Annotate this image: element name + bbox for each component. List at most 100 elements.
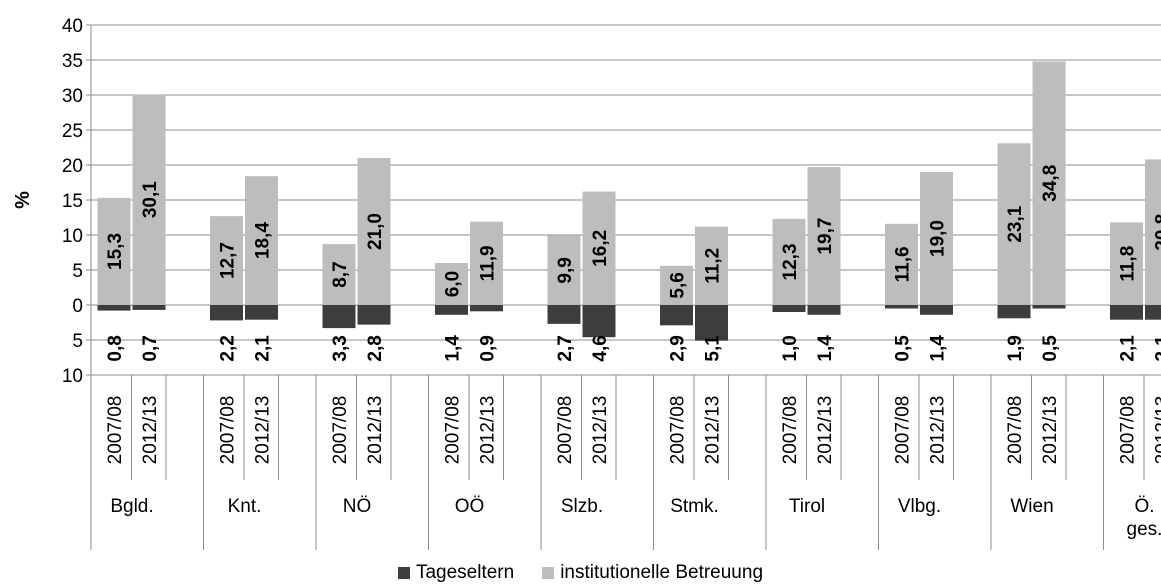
data-label-tageseltern: 4,6 [590,335,611,361]
bars [98,61,1161,340]
x-period-label: 2007/08 [893,396,914,465]
data-label-institutionelle-betreuung: 20,8 [1153,214,1161,251]
legend-swatch-institutionelle-betreuung [542,567,554,579]
x-period-label: 2012/13 [1153,396,1161,465]
bar-tageseltern [1033,305,1066,309]
data-label-tageseltern: 0,8 [105,335,126,361]
bar-tageseltern [920,305,953,315]
data-label-tageseltern: 2,1 [1118,335,1139,362]
x-period-label: 2012/13 [1040,396,1061,465]
data-label-tageseltern: 2,7 [555,335,576,361]
x-period-label: 2012/13 [253,396,274,465]
x-category-label: Slzb. [561,496,603,517]
data-label-institutionelle-betreuung: 11,8 [1118,246,1139,282]
x-period-label: 2012/13 [590,396,611,465]
bar-tageseltern [660,305,693,325]
y-tick-label: 30 [62,86,83,107]
data-label-institutionelle-betreuung: 11,2 [703,248,724,284]
y-tick-label: 25 [62,121,83,142]
x-period-label: 2007/08 [330,396,351,465]
legend-item-tageseltern: Tageseltern [398,562,514,584]
data-label-institutionelle-betreuung: 6,0 [443,271,464,297]
data-label-institutionelle-betreuung: 12,3 [780,243,801,280]
x-period-label: 2007/08 [1118,396,1139,465]
x-period-label: 2007/08 [668,396,689,465]
data-label-institutionelle-betreuung: 9,9 [555,257,576,283]
x-category-label: Ö.ges. [1127,496,1161,540]
data-label-institutionelle-betreuung: 12,7 [218,242,239,279]
x-category-label: NÖ [343,496,372,517]
x-period-label: 2012/13 [928,396,949,465]
x-category-label: OÖ [455,496,485,517]
data-label-tageseltern: 0,5 [893,335,914,362]
data-label-institutionelle-betreuung: 21,0 [365,213,386,250]
legend-label-institutionelle-betreuung: institutionelle Betreuung [560,562,763,584]
x-period-label: 2012/13 [365,396,386,465]
bar-tageseltern [358,305,391,325]
bar-tageseltern [133,305,166,310]
bar-tageseltern [808,305,841,315]
data-label-institutionelle-betreuung: 19,0 [928,220,949,257]
y-axis-title: % [12,191,34,209]
data-label-tageseltern: 1,0 [780,335,801,361]
x-period-label: 2012/13 [703,396,724,465]
bar-tageseltern [470,305,503,311]
data-label-tageseltern: 3,3 [330,335,351,361]
bar-tageseltern [435,305,468,315]
bar-tageseltern [548,305,581,324]
data-label-tageseltern: 1,9 [1005,335,1026,361]
y-tick-label: 5 [72,261,83,282]
data-label-tageseltern: 1,4 [443,335,464,362]
legend: Tageseltern institutionelle Betreuung [0,562,1161,583]
data-label-tageseltern: 2,9 [668,335,689,361]
data-label-institutionelle-betreuung: 11,6 [893,246,914,282]
y-tick-label: 40 [62,16,83,37]
y-tick-label: 35 [62,51,83,72]
x-period-label: 2007/08 [218,396,239,465]
data-label-institutionelle-betreuung: 23,1 [1005,205,1026,242]
bar-tageseltern [210,305,243,320]
x-period-label: 2007/08 [105,396,126,465]
data-label-institutionelle-betreuung: 16,2 [590,230,611,267]
data-label-tageseltern: 2,2 [218,335,239,361]
x-period-label: 2012/13 [478,396,499,465]
x-category-label: Wien [1010,496,1053,517]
data-label-tageseltern: 1,4 [815,335,836,362]
x-category-label: Vlbg. [898,496,941,517]
x-category-label: Stmk. [670,496,719,517]
bar-tageseltern [885,305,918,309]
data-label-institutionelle-betreuung: 8,7 [330,261,351,287]
x-period-label: 2007/08 [780,396,801,465]
y-tick-label: 5 [72,331,83,352]
data-label-institutionelle-betreuung: 19,7 [815,218,836,255]
x-category-label: Bgld. [110,496,153,517]
legend-item-institutionelle-betreuung: institutionelle Betreuung [542,562,763,584]
x-period-label: 2012/13 [815,396,836,465]
data-label-institutionelle-betreuung: 18,4 [253,222,274,259]
data-label-institutionelle-betreuung: 30,1 [140,181,161,218]
legend-label-tageseltern: Tageseltern [416,562,514,584]
y-tick-label: 15 [62,191,83,212]
bar-tageseltern [245,305,278,320]
y-tick-label: 0 [72,296,83,317]
y-tick-label: 10 [62,226,83,247]
data-label-institutionelle-betreuung: 11,9 [478,245,499,281]
data-label-institutionelle-betreuung: 15,3 [105,233,126,270]
y-tick-label: 20 [62,156,83,177]
data-label-tageseltern: 0,9 [478,335,499,361]
bar-tageseltern [323,305,356,328]
data-label-tageseltern: 2,1 [253,335,274,362]
bar-tageseltern [583,305,616,337]
data-label-tageseltern: 2,8 [365,335,386,361]
bar-tageseltern [773,305,806,312]
x-period-label: 2012/13 [140,396,161,465]
x-period-label: 2007/08 [555,396,576,465]
data-label-tageseltern: 5,1 [703,335,724,362]
bar-tageseltern [998,305,1031,318]
x-period-label: 2007/08 [1005,396,1026,465]
bar-tageseltern [1145,305,1161,320]
data-label-tageseltern: 0,7 [140,335,161,361]
